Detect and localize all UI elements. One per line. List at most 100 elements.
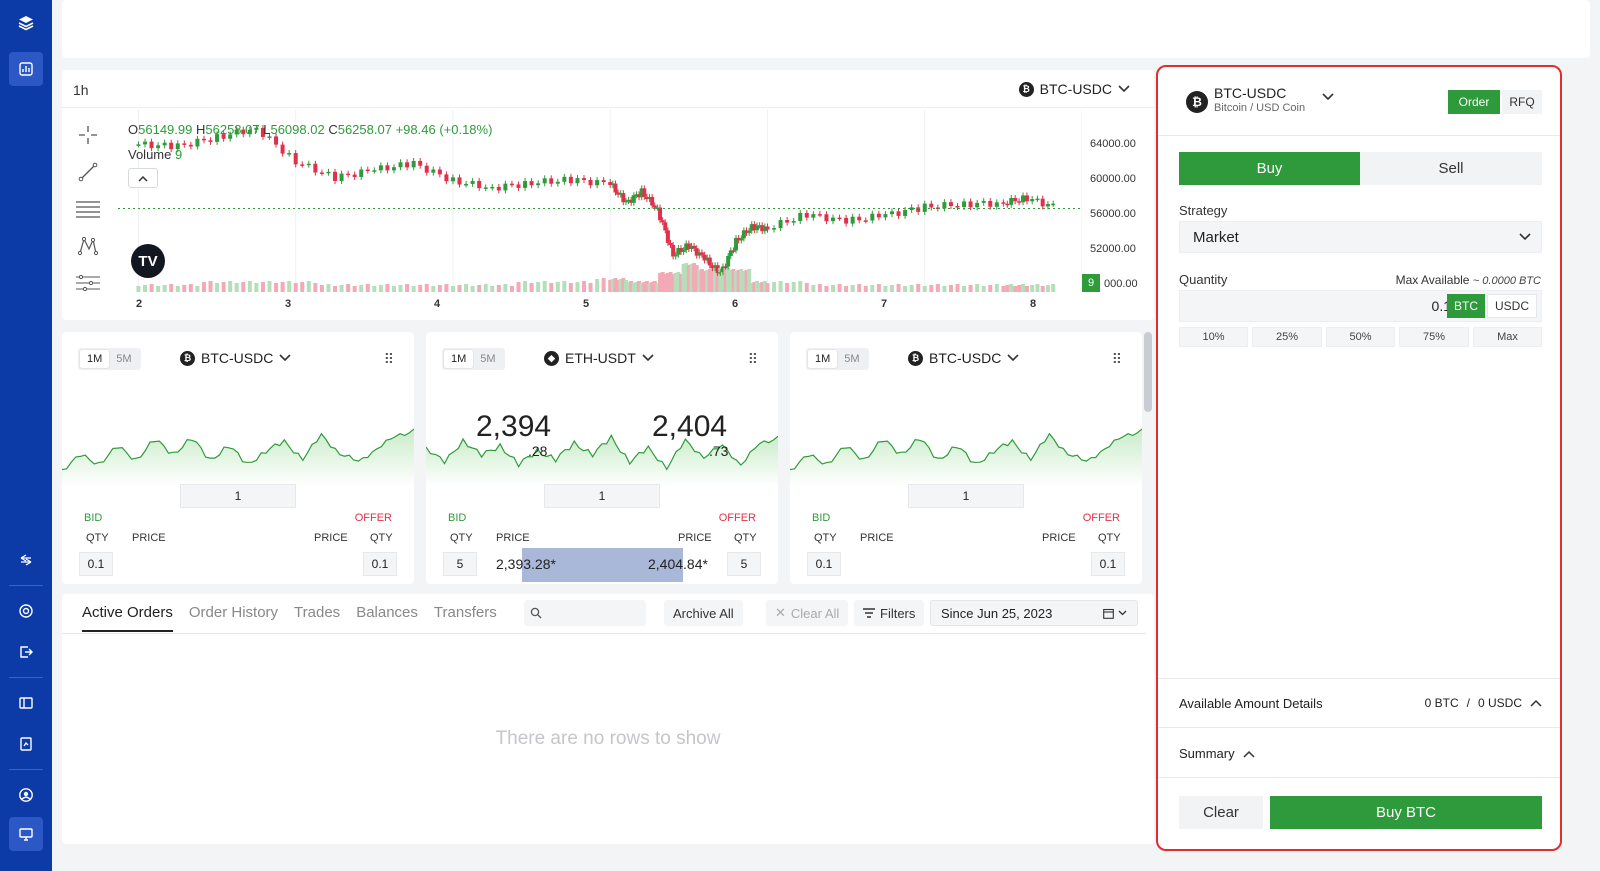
calendar-icon xyxy=(1103,608,1114,619)
candle-body xyxy=(665,230,670,243)
unit-usdc-toggle[interactable]: USDC xyxy=(1487,294,1537,318)
summary-toggle[interactable]: Summary xyxy=(1179,746,1255,761)
timeframe-1m[interactable]: 1M xyxy=(80,350,110,368)
filters-button[interactable]: Filters xyxy=(854,600,925,626)
report-icon[interactable] xyxy=(9,727,43,761)
volume-bar xyxy=(935,284,940,292)
candle-body xyxy=(616,192,621,195)
vertical-scrollbar[interactable] xyxy=(1144,332,1152,412)
candlestick-plot[interactable] xyxy=(118,110,1082,292)
available-amount-details[interactable]: Available Amount Details 0 BTC / 0 USDC xyxy=(1179,696,1542,711)
interval-selector[interactable]: 1h xyxy=(73,82,89,98)
volume-bar xyxy=(791,282,796,292)
timeframe-toggle[interactable]: 1M 5M xyxy=(806,348,869,370)
orders-search-input[interactable] xyxy=(524,600,646,626)
drag-handle-icon[interactable]: ⠿ xyxy=(383,351,394,367)
clear-button[interactable]: Clear xyxy=(1179,796,1263,829)
tab-rfq[interactable]: RFQ xyxy=(1502,90,1542,114)
date-range-picker[interactable]: Since Jun 25, 2023 xyxy=(930,600,1138,626)
candle-body xyxy=(734,237,739,251)
layers-icon[interactable] xyxy=(9,6,43,40)
drag-handle-icon[interactable]: ⠿ xyxy=(1111,351,1122,367)
tradingview-logo[interactable]: TV xyxy=(131,244,165,278)
pct-10-button[interactable]: 10% xyxy=(1179,327,1248,347)
tab-balances[interactable]: Balances xyxy=(356,604,418,621)
offer-qty-cell[interactable]: 5 xyxy=(727,552,761,576)
ticker-quantity-input[interactable]: 1 xyxy=(180,484,296,508)
volume-bar xyxy=(955,284,960,292)
volume-bar xyxy=(424,284,429,292)
buy-btc-submit-button[interactable]: Buy BTC xyxy=(1270,796,1542,829)
pct-75-button[interactable]: 75% xyxy=(1399,327,1469,347)
buy-side-button[interactable]: Buy xyxy=(1179,152,1360,185)
timeframe-toggle[interactable]: 1M 5M xyxy=(442,348,505,370)
bid-price-value[interactable]: 2,393.28* xyxy=(496,556,556,572)
ticker-quantity-input[interactable]: 1 xyxy=(908,484,1024,508)
bid-qty-cell[interactable]: 0.1 xyxy=(79,552,113,576)
tab-trades[interactable]: Trades xyxy=(294,604,341,621)
layout-icon[interactable] xyxy=(9,686,43,720)
candle-body xyxy=(857,216,862,221)
offer-qty-cell[interactable]: 0.1 xyxy=(363,552,397,576)
offer-qty-cell[interactable]: 0.1 xyxy=(1091,552,1125,576)
archive-all-button[interactable]: Archive All xyxy=(664,600,743,626)
drag-handle-icon[interactable]: ⠿ xyxy=(747,351,758,367)
candle-body xyxy=(968,201,973,208)
bid-qty-cell[interactable]: 0.1 xyxy=(807,552,841,576)
candle-body xyxy=(720,266,725,273)
bid-price-large[interactable]: 2,394 xyxy=(476,410,552,443)
chart-icon[interactable] xyxy=(9,52,43,86)
ticker-pair-selector[interactable]: ₿ BTC-USDC xyxy=(180,350,291,366)
quantity-input[interactable]: 0.1 BTC USDC xyxy=(1179,290,1542,322)
pct-50-button[interactable]: 50% xyxy=(1326,327,1395,347)
volume-bar xyxy=(623,280,628,292)
strategy-value: Market xyxy=(1193,228,1239,246)
measure-icon[interactable] xyxy=(72,268,104,298)
tab-active-orders[interactable]: Active Orders xyxy=(82,604,173,632)
offer-qty-header: QTY xyxy=(734,532,757,544)
monitor-icon[interactable] xyxy=(9,817,43,851)
drawing-tools xyxy=(72,120,108,305)
timeframe-toggle[interactable]: 1M 5M xyxy=(78,348,141,370)
timeframe-5m[interactable]: 5M xyxy=(480,353,496,365)
collapse-legend-button[interactable] xyxy=(128,168,158,188)
volume-bar xyxy=(652,281,657,292)
tab-transfers[interactable]: Transfers xyxy=(433,604,497,621)
timeframe-1m[interactable]: 1M xyxy=(808,350,838,368)
unit-btc-toggle[interactable]: BTC xyxy=(1447,294,1485,318)
pct-25-button[interactable]: 25% xyxy=(1252,327,1322,347)
offer-price-value[interactable]: 2,404.84* xyxy=(648,556,708,572)
volume-bar xyxy=(437,285,442,292)
bid-qty-cell[interactable]: 5 xyxy=(443,552,477,576)
candle-body xyxy=(994,202,999,207)
pct-max-button[interactable]: Max xyxy=(1473,327,1542,347)
user-icon[interactable] xyxy=(9,778,43,812)
candle-body xyxy=(765,226,770,230)
tab-order[interactable]: Order xyxy=(1448,90,1500,114)
candle-body xyxy=(352,174,357,177)
ticker-pair-selector[interactable]: ◆ ETH-USDT xyxy=(544,350,654,366)
pattern-icon[interactable] xyxy=(72,231,104,261)
timeframe-5m[interactable]: 5M xyxy=(116,353,132,365)
ticker-pair-selector[interactable]: ₿ BTC-USDC xyxy=(908,350,1019,366)
support-icon[interactable] xyxy=(9,594,43,628)
volume-bar xyxy=(529,283,534,292)
chart-pair-selector[interactable]: ₿ BTC-USDC xyxy=(1018,81,1130,97)
crosshair-icon[interactable] xyxy=(72,120,104,150)
tab-order-history[interactable]: Order History xyxy=(188,604,279,621)
offer-price-large[interactable]: 2,404 xyxy=(652,410,728,443)
ticker-quantity-input[interactable]: 1 xyxy=(544,484,660,508)
strategy-select[interactable]: Market xyxy=(1179,221,1542,253)
timeframe-5m[interactable]: 5M xyxy=(844,353,860,365)
transfer-icon[interactable] xyxy=(9,543,43,577)
timeframe-1m[interactable]: 1M xyxy=(444,350,474,368)
fib-lines-icon[interactable] xyxy=(72,194,104,224)
clear-all-button[interactable]: ✕ Clear All xyxy=(766,600,849,626)
trend-line-icon[interactable] xyxy=(72,157,104,187)
chevron-down-icon xyxy=(1519,233,1531,241)
sell-side-button[interactable]: Sell xyxy=(1360,152,1542,185)
volume-bar xyxy=(699,269,704,292)
offer-depth-bar xyxy=(602,548,683,582)
volume-bar xyxy=(188,284,193,292)
logout-icon[interactable] xyxy=(9,635,43,669)
